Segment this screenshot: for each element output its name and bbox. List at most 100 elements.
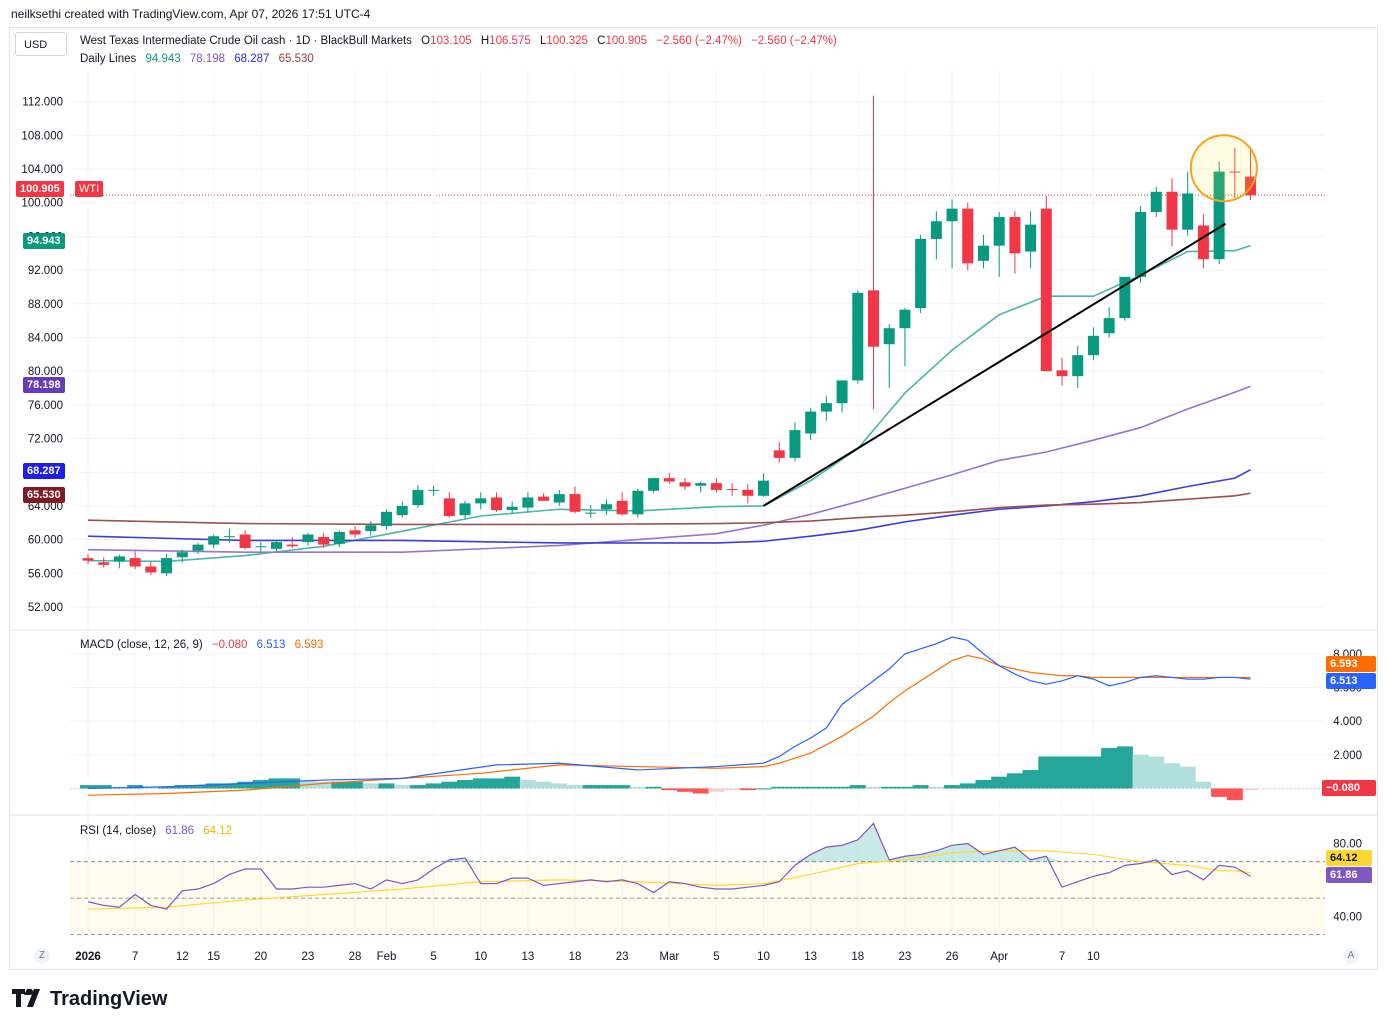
macd-histogram-bar bbox=[1116, 746, 1133, 789]
time-tick-label: 10 bbox=[757, 951, 770, 963]
sma20-tag: 94.943 bbox=[23, 233, 65, 249]
currency-button[interactable]: USD bbox=[15, 32, 67, 56]
candle-body bbox=[208, 536, 220, 545]
macd-histogram-bar bbox=[1179, 766, 1196, 789]
candle-body bbox=[428, 489, 440, 491]
macd-histogram-bar bbox=[771, 786, 788, 789]
rsi-line bbox=[87, 822, 1251, 910]
time-tick-label: 23 bbox=[302, 951, 315, 963]
sma50-line bbox=[87, 385, 1251, 554]
candle-body bbox=[1040, 208, 1052, 372]
macd-histogram-bar bbox=[409, 785, 426, 789]
macd-histogram-bar bbox=[1069, 756, 1086, 789]
candle-body bbox=[789, 430, 801, 458]
candle-body bbox=[161, 558, 173, 574]
candle-body bbox=[412, 489, 424, 506]
price-tick-label: 64.000 bbox=[28, 501, 63, 513]
macd-histogram-bar bbox=[928, 786, 945, 789]
macd-hist-value: −0.080 bbox=[211, 639, 248, 651]
ohlc-open-label: O bbox=[421, 35, 431, 47]
macd-line-tag: 6.513 bbox=[1326, 673, 1376, 689]
tradingview-logo[interactable]: TradingView bbox=[12, 988, 167, 1011]
macd-histogram-bar bbox=[504, 776, 521, 789]
candle-body bbox=[271, 542, 283, 549]
candle-body bbox=[1166, 191, 1178, 230]
sma50-tag-value: 78.198 bbox=[27, 379, 61, 391]
candle-body bbox=[946, 208, 958, 222]
candle-body bbox=[82, 558, 94, 561]
sma20-value: 94.943 bbox=[145, 53, 181, 65]
price-tick-label: 52.000 bbox=[28, 602, 63, 614]
candle-body bbox=[836, 380, 848, 404]
rsi-tag-value: 61.86 bbox=[1330, 869, 1358, 881]
ohlc-open: O103.105 bbox=[421, 35, 472, 47]
macd-histogram-bar bbox=[865, 786, 882, 789]
candle-body bbox=[365, 525, 377, 532]
macd-histogram-bar bbox=[614, 785, 631, 789]
macd-hist-tag: −0.080 bbox=[1322, 780, 1376, 796]
macd-histogram-bar bbox=[331, 781, 348, 789]
ohlc-close-label: C bbox=[597, 35, 606, 47]
ohlc-open-value: 103.105 bbox=[430, 35, 472, 47]
macd-histogram-bar bbox=[959, 783, 976, 789]
candle-body bbox=[710, 483, 722, 490]
symbol-title[interactable]: West Texas Intermediate Crude Oil cash ·… bbox=[80, 35, 412, 47]
time-tick-label: 23 bbox=[616, 951, 629, 963]
macd-histogram-bar bbox=[991, 776, 1008, 789]
time-tick-label: 26 bbox=[946, 951, 959, 963]
rsi-legend-label[interactable]: RSI (14, close) bbox=[80, 825, 157, 837]
macd-histogram-bar bbox=[708, 788, 725, 792]
macd-histogram-bar bbox=[1242, 788, 1259, 791]
candle-body bbox=[868, 290, 879, 347]
candle-body bbox=[632, 490, 644, 515]
trendline bbox=[763, 222, 1226, 507]
candle-body bbox=[1119, 276, 1131, 319]
sma100-tag: 68.287 bbox=[23, 463, 65, 479]
macd-histogram-bar bbox=[425, 783, 442, 789]
rsi-ma-tag-value: 64.12 bbox=[1330, 852, 1358, 864]
macd-histogram-bar bbox=[1054, 756, 1071, 789]
candle-body bbox=[1072, 355, 1084, 377]
auto-scale-button[interactable]: A bbox=[1343, 948, 1359, 964]
candle-body bbox=[569, 494, 581, 512]
macd-hist-tag-value: −0.080 bbox=[1326, 782, 1360, 794]
candle-body bbox=[616, 500, 628, 515]
macd-histogram-bar bbox=[127, 785, 144, 789]
candle-body bbox=[600, 504, 612, 510]
candle-body bbox=[286, 544, 298, 547]
attribution-header: neilksethi created with TradingView.com,… bbox=[11, 7, 371, 21]
macd-histogram-bar bbox=[802, 786, 819, 789]
candle-body bbox=[1229, 171, 1241, 173]
macd-histogram-bar bbox=[174, 785, 191, 789]
rsi-value: 61.86 bbox=[165, 825, 195, 837]
time-tick-label: 5 bbox=[713, 951, 719, 963]
sma200-tag-value: 65.530 bbox=[27, 489, 61, 501]
candle-body bbox=[1182, 193, 1194, 230]
last-price-value: 100.905 bbox=[20, 183, 60, 195]
macd-signal-tag: 6.593 bbox=[1326, 656, 1376, 672]
macd-histogram-bar bbox=[1226, 788, 1243, 801]
time-tick-label: Feb bbox=[377, 951, 397, 963]
candle-body bbox=[255, 546, 267, 548]
macd-signal-value: 6.593 bbox=[294, 639, 324, 651]
macd-histogram-bar bbox=[1006, 773, 1023, 789]
candle-body bbox=[695, 483, 707, 486]
zoom-reset-button[interactable]: Z bbox=[34, 948, 50, 964]
time-tick-label: 15 bbox=[207, 951, 220, 963]
macd-histogram-bar bbox=[519, 780, 536, 789]
candle-body bbox=[522, 497, 534, 508]
price-tick-label: 88.000 bbox=[28, 299, 63, 311]
candle-body bbox=[1025, 224, 1037, 252]
macd-histogram-bar bbox=[488, 778, 505, 789]
rsi-tick-label: 40.00 bbox=[1333, 911, 1362, 923]
macd-histogram-bar bbox=[944, 785, 961, 789]
time-tick-label: 18 bbox=[851, 951, 864, 963]
candle-body bbox=[930, 221, 942, 239]
time-tick-label: 20 bbox=[254, 951, 267, 963]
candle-body bbox=[475, 498, 487, 504]
macd-legend-label[interactable]: MACD (close, 12, 26, 9) bbox=[80, 639, 203, 651]
macd-histogram-bar bbox=[1101, 748, 1118, 789]
lines-legend-label[interactable]: Daily Lines bbox=[80, 53, 137, 65]
candle-body bbox=[145, 566, 157, 573]
